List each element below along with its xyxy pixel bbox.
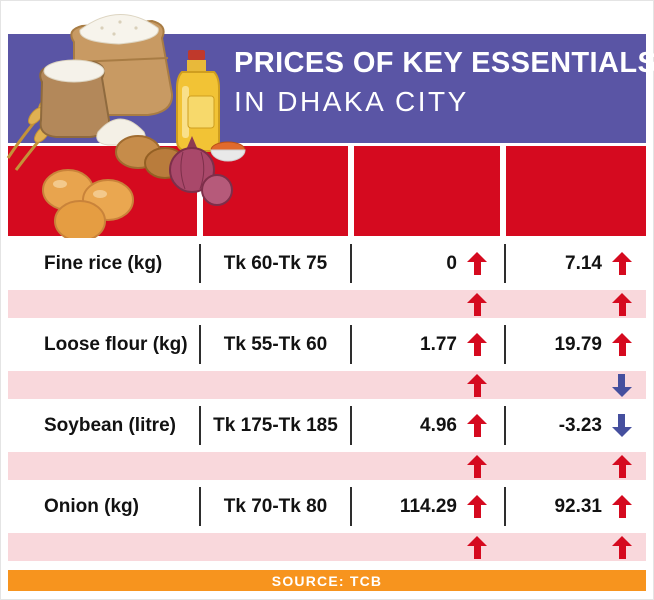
trend-arrow-icon bbox=[467, 454, 487, 478]
column-divider bbox=[350, 406, 352, 445]
onions-icon bbox=[169, 136, 233, 206]
change-b-cell: -3.23 bbox=[505, 414, 646, 437]
change-a-value: 4.96 bbox=[420, 414, 457, 436]
trend-arrow-icon bbox=[612, 292, 632, 316]
flour-sack-icon bbox=[39, 59, 111, 138]
eggs-icon bbox=[42, 169, 134, 238]
change-b-value: 92.31 bbox=[554, 495, 602, 517]
item-name-cell: Fine rice (kg) bbox=[44, 252, 163, 274]
trend-arrow-icon bbox=[467, 414, 487, 437]
item-name-cell: Onion (kg) bbox=[44, 495, 139, 517]
column-divider bbox=[199, 487, 201, 526]
item-name-cell: Soybean (litre) bbox=[44, 414, 176, 436]
price-table: Fine rice (kg) Tk 60-Tk 75 0 7.14 bbox=[8, 237, 646, 561]
change-a-cell: 1.77 bbox=[351, 333, 505, 356]
trend-arrow-icon bbox=[612, 333, 632, 356]
table-header-cell bbox=[354, 146, 500, 236]
column-divider bbox=[199, 406, 201, 445]
column-divider bbox=[199, 325, 201, 364]
price-range-cell: Tk 175-Tk 185 bbox=[213, 414, 338, 436]
column-divider bbox=[504, 325, 506, 364]
trend-arrow-icon bbox=[467, 333, 487, 356]
trend-arrow-icon bbox=[612, 454, 632, 478]
table-header-cell bbox=[506, 146, 646, 236]
change-a-value: 1.77 bbox=[420, 333, 457, 355]
food-collage-illustration bbox=[6, 14, 246, 238]
change-b-value: 19.79 bbox=[554, 333, 602, 355]
separator-row bbox=[8, 371, 646, 399]
separator-row bbox=[8, 452, 646, 480]
page-subtitle: IN DHAKA CITY bbox=[234, 86, 469, 117]
table-row: Fine rice (kg) Tk 60-Tk 75 0 7.14 bbox=[8, 237, 646, 290]
source-bar: SOURCE: TCB bbox=[8, 570, 646, 591]
change-a-cell: 4.96 bbox=[351, 414, 505, 437]
trend-arrow-icon bbox=[612, 535, 632, 559]
price-range-cell: Tk 70-Tk 80 bbox=[223, 495, 328, 517]
trend-arrow-icon bbox=[467, 495, 487, 518]
trend-arrow-icon bbox=[467, 373, 487, 397]
change-b-cell: 19.79 bbox=[505, 333, 646, 356]
trend-arrow-icon bbox=[467, 292, 487, 316]
trend-arrow-icon bbox=[612, 252, 632, 275]
price-range-cell: Tk 55-Tk 60 bbox=[223, 333, 328, 355]
change-b-cell: 7.14 bbox=[505, 252, 646, 275]
column-divider bbox=[199, 244, 201, 283]
table-row: Soybean (litre) Tk 175-Tk 185 4.96 -3.23 bbox=[8, 399, 646, 452]
trend-arrow-icon bbox=[612, 374, 632, 397]
change-b-value: -3.23 bbox=[558, 414, 602, 436]
oil-bottle-icon bbox=[176, 50, 220, 152]
change-a-value: 114.29 bbox=[399, 495, 457, 517]
change-b-cell: 92.31 bbox=[505, 495, 646, 518]
column-divider bbox=[350, 244, 352, 283]
lentils-icon bbox=[210, 141, 246, 162]
change-a-cell: 0 bbox=[351, 252, 505, 275]
source-label: SOURCE: TCB bbox=[271, 572, 383, 589]
change-a-value: 0 bbox=[446, 252, 457, 274]
trend-arrow-icon bbox=[612, 495, 632, 518]
trend-arrow-icon bbox=[467, 252, 487, 275]
column-divider bbox=[504, 487, 506, 526]
change-a-cell: 114.29 bbox=[351, 495, 505, 518]
page-title: PRICES OF KEY ESSENTIALS bbox=[234, 47, 654, 79]
separator-row bbox=[8, 533, 646, 561]
price-range-cell: Tk 60-Tk 75 bbox=[223, 252, 328, 274]
separator-row bbox=[8, 290, 646, 318]
trend-arrow-icon bbox=[467, 535, 487, 559]
trend-arrow-icon bbox=[612, 414, 632, 437]
change-b-value: 7.14 bbox=[565, 252, 602, 274]
column-divider bbox=[350, 325, 352, 364]
column-divider bbox=[350, 487, 352, 526]
column-divider bbox=[504, 244, 506, 283]
table-row: Loose flour (kg) Tk 55-Tk 60 1.77 19.79 bbox=[8, 318, 646, 371]
item-name-cell: Loose flour (kg) bbox=[44, 333, 188, 355]
column-divider bbox=[504, 406, 506, 445]
table-row: Onion (kg) Tk 70-Tk 80 114.29 92.31 bbox=[8, 480, 646, 533]
